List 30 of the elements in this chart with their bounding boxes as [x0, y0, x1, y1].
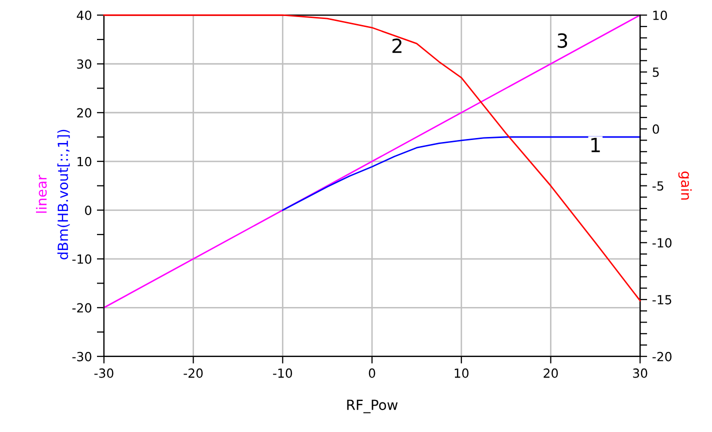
y-tick-label: -10 [72, 254, 92, 264]
y2-tick-label: 10 [653, 10, 667, 20]
x-tick-label: -10 [273, 368, 292, 378]
text: dBm(HB.vout[::,1]) [57, 130, 70, 260]
line-series [282, 136, 641, 211]
y-tick-label: 30 [77, 59, 92, 69]
y-tick-label: 20 [77, 108, 92, 118]
y-tick-label: 10 [78, 156, 92, 166]
y2-tick-label: -10 [652, 238, 672, 248]
annotation: 3 [558, 33, 568, 48]
x-tick-label: -20 [184, 368, 203, 378]
annotation: 2 [392, 38, 402, 53]
annotation: 1 [591, 138, 600, 152]
y-tick-label: -20 [72, 303, 92, 313]
y-tick-label: -30 [72, 352, 92, 362]
text: linear [36, 174, 47, 213]
y2-tick-label: 5 [652, 68, 659, 77]
y2-tick-label: -15 [652, 295, 672, 304]
x-axis-title: RF_Pow [347, 400, 398, 414]
y2-tick-label: 0 [652, 124, 660, 134]
y2-axis-title: gain [678, 172, 692, 200]
x-tick-label: 20 [544, 368, 558, 378]
y-tick-label: 0 [85, 206, 92, 216]
x-tick-label: 30 [633, 368, 648, 378]
y-tick-label: 40 [76, 10, 92, 20]
y2-tick-label: -5 [652, 181, 664, 191]
x-tick-label: 10 [454, 368, 468, 378]
x-tick-label: -30 [94, 368, 114, 378]
x-tick-label: 0 [368, 368, 376, 378]
y2-tick-label: -20 [652, 352, 672, 362]
